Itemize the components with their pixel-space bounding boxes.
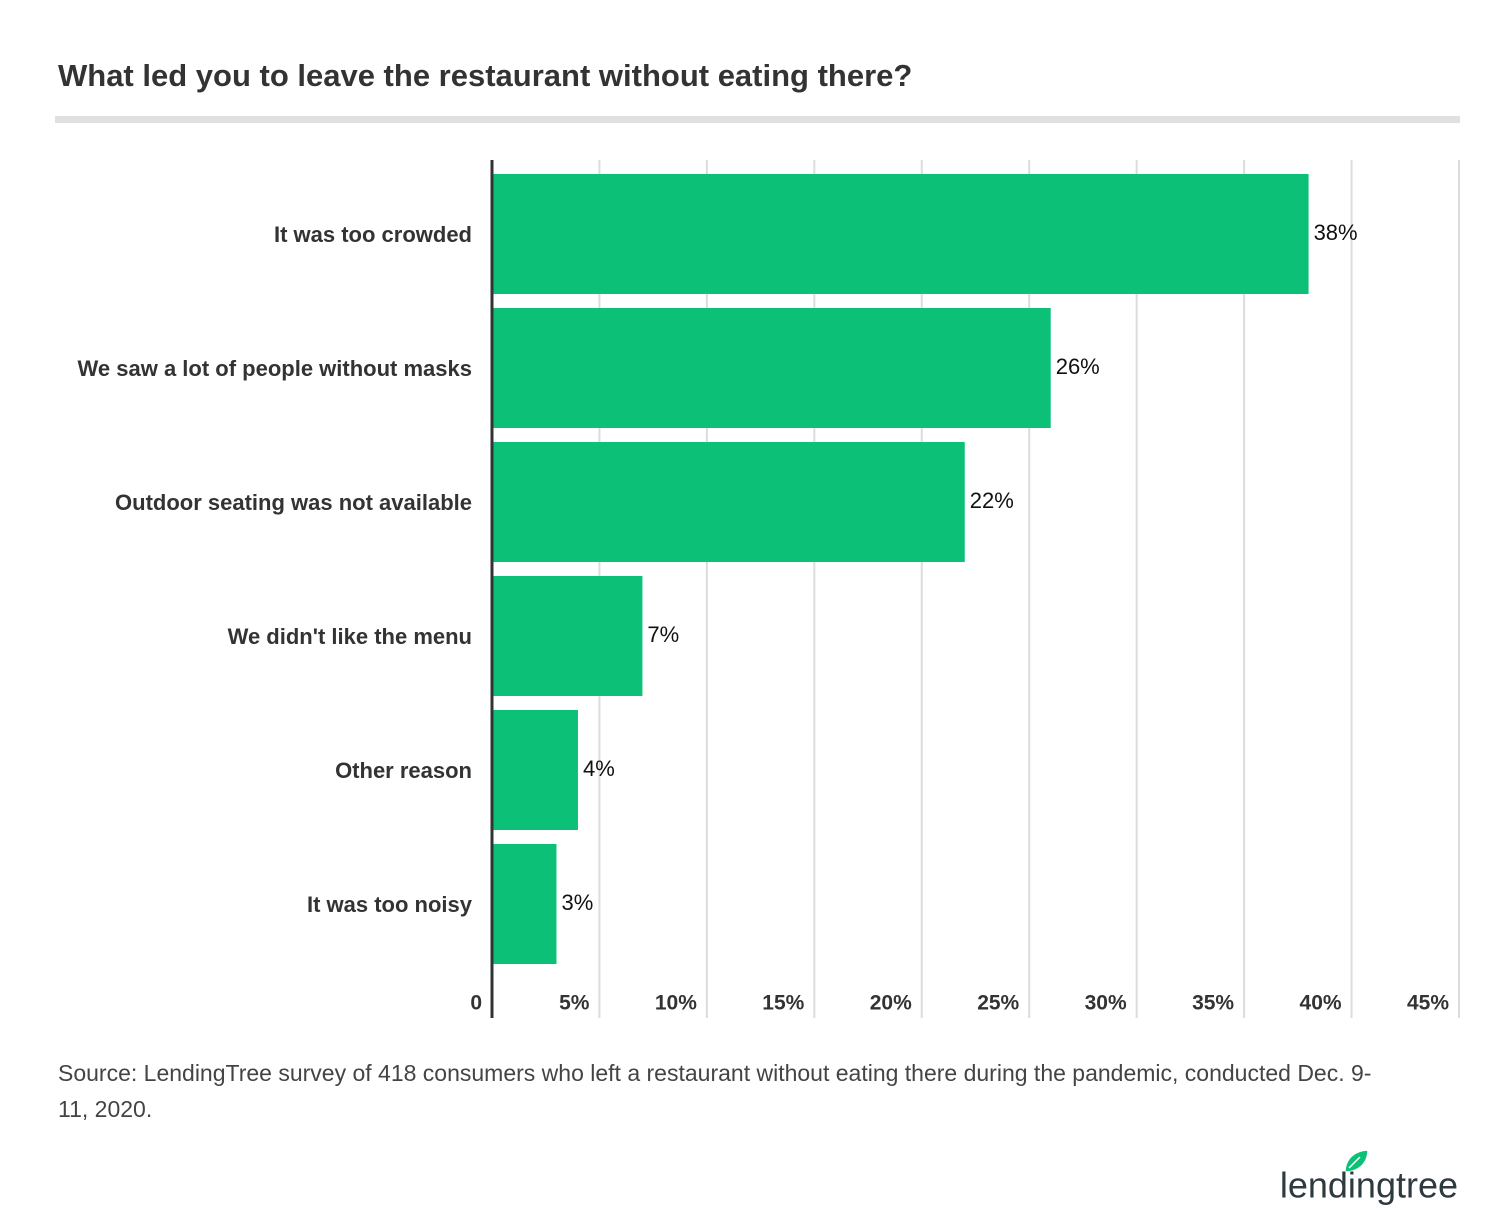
value-label: 3% bbox=[561, 890, 593, 915]
x-tick-label: 25% bbox=[977, 992, 1019, 1015]
y-tick-label: Other reason bbox=[335, 758, 472, 783]
plot: 0 5% 10% 15% 20% 25% 30% 35% 40% 45% It was too cr… bbox=[78, 160, 1460, 1018]
y-tick-label: It was too crowded bbox=[274, 222, 472, 247]
bar bbox=[492, 308, 1051, 428]
value-label: 7% bbox=[647, 622, 679, 647]
source-note: Source: LendingTree survey of 418 consum… bbox=[58, 1060, 1372, 1122]
x-tick-label: 40% bbox=[1300, 992, 1342, 1015]
bar bbox=[492, 442, 965, 562]
x-tick-label: 20% bbox=[870, 992, 912, 1015]
chart-title: What led you to leave the restaurant wit… bbox=[58, 58, 912, 93]
x-tick-label: 15% bbox=[762, 992, 804, 1015]
y-tick-label: It was too noisy bbox=[307, 892, 473, 917]
y-tick-label: Outdoor seating was not available bbox=[115, 490, 472, 515]
x-tick-label: 10% bbox=[655, 992, 697, 1015]
y-tick-label: We didn't like the menu bbox=[228, 624, 472, 649]
x-tick-label: 5% bbox=[559, 992, 590, 1015]
value-label: 38% bbox=[1314, 220, 1358, 245]
bar bbox=[492, 844, 557, 964]
value-label: 4% bbox=[583, 756, 615, 781]
bar bbox=[492, 576, 643, 696]
title-rule bbox=[55, 116, 1460, 123]
x-tick-label: 35% bbox=[1192, 992, 1234, 1015]
x-tick-label: 45% bbox=[1407, 992, 1449, 1015]
logo: lendingtree bbox=[1280, 1165, 1458, 1206]
logo-leaf bbox=[1344, 1149, 1369, 1173]
value-label: 22% bbox=[970, 488, 1014, 513]
value-label: 26% bbox=[1056, 354, 1100, 379]
x-tick-label: 30% bbox=[1085, 992, 1127, 1015]
bar bbox=[492, 710, 578, 830]
y-tick-label: We saw a lot of people without masks bbox=[78, 356, 472, 381]
x-tick-label: 0 bbox=[470, 992, 482, 1015]
bar bbox=[492, 174, 1309, 294]
